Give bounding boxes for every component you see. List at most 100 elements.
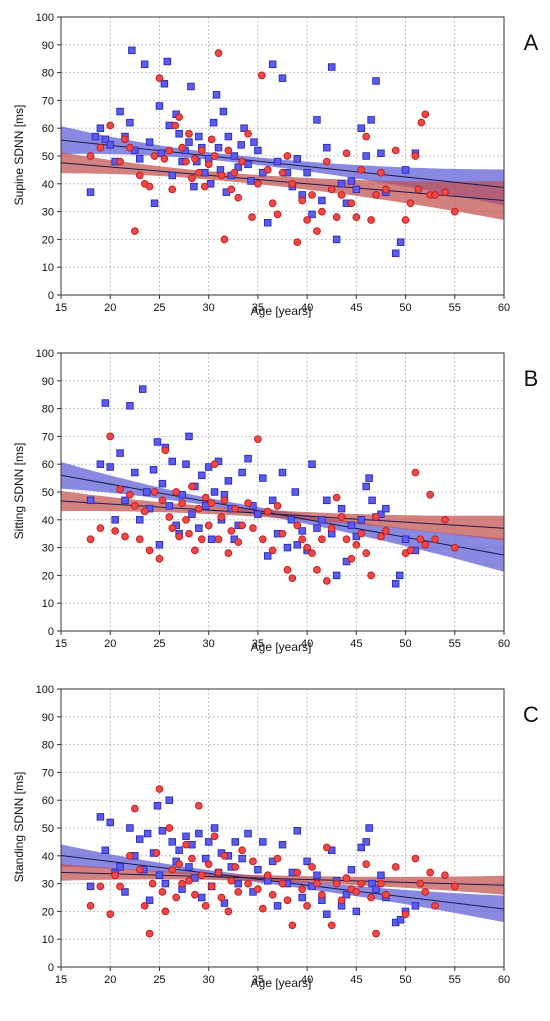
axes: 15 20 25 30 35 40 45 50 55 60 0 10 20 30 40 50 60 70 80 90 1… [36,348,510,650]
data-point-square [136,155,144,163]
data-point-square [303,857,311,866]
data-point-square [367,116,375,124]
data-point-circle [362,132,371,141]
y-tick-label: 10 [42,262,54,274]
data-point-square [254,865,262,874]
y-tick-label: 40 [42,851,54,863]
data-point-square [149,466,158,474]
data-point-circle [244,879,252,888]
data-point-circle [278,529,287,538]
data-point-square [283,543,292,552]
data-point-circle [217,171,226,180]
data-point-square [153,438,162,446]
data-point-circle [158,888,167,896]
data-point-square [230,152,239,160]
data-point-circle [220,496,229,505]
data-point-square [298,527,306,535]
x-tick-label: 60 [498,974,510,986]
data-point-square [318,196,326,205]
data-point-square [298,893,306,902]
data-point-circle [244,499,252,507]
data-point-circle [155,785,164,793]
data-point-square [247,177,255,185]
data-point-circle [367,893,375,902]
data-point-circle [126,490,134,499]
data-point-square [357,124,366,132]
data-point-circle [313,565,321,574]
y-tick-label: 70 [42,95,54,107]
data-point-square [219,107,228,116]
data-point-circle [347,554,356,563]
data-point-circle [406,546,415,555]
data-point-square [106,818,114,827]
data-point-square [126,824,134,832]
data-point-circle [140,507,149,516]
y-tick-label: 0 [48,962,54,974]
data-point-square [91,132,100,141]
data-point-square [86,188,95,196]
data-point-square [357,516,366,524]
data-point-square [244,454,252,463]
data-point-square [185,138,193,146]
data-point-square [357,843,366,852]
data-point-square [308,210,316,219]
data-point-square [136,516,144,524]
data-point-circle [116,882,124,891]
data-point-circle [217,893,226,902]
y-tick-label: 80 [42,740,54,752]
data-point-square [401,166,410,174]
data-point-circle [372,513,380,521]
data-point-circle [332,213,341,222]
data-point-square [254,146,262,155]
data-point-circle [227,527,236,535]
y-tick-label: 80 [42,404,54,416]
data-point-square [293,155,302,163]
data-point-circle [258,904,267,913]
data-point-circle [411,468,420,477]
regression-line-blue [60,474,505,556]
data-point-square [86,496,95,505]
data-point-circle [308,863,316,871]
data-point-square [365,474,373,482]
data-point-square [187,82,195,91]
data-point-square [287,516,296,524]
data-point-circle [150,488,159,496]
data-point-circle [168,865,177,874]
data-point-square [101,399,110,407]
data-point-circle [106,121,115,130]
data-point-circle [224,146,233,155]
y-tick-label: 10 [42,934,54,946]
data-point-circle [207,499,216,507]
data-point-circle [441,871,449,880]
x-tick-label: 15 [55,302,67,314]
data-point-square [372,885,380,893]
data-point-square [323,910,331,918]
data-point-square [116,449,124,457]
data-point-square [391,249,400,258]
data-point-circle [148,879,157,888]
data-point-square [237,141,245,149]
data-point-circle [231,504,240,513]
y-tick-label: 30 [42,879,54,891]
data-point-circle [168,524,177,532]
data-point-square [145,896,154,905]
data-point-circle [278,168,287,177]
data-point-square [165,502,174,510]
x-tick-label: 20 [104,638,116,650]
panel-label: C [523,702,539,727]
data-point-circle [188,854,196,863]
data-point-square [101,135,110,144]
data-point-circle [441,515,449,524]
x-tick-label: 25 [153,974,165,986]
data-point-square [273,157,282,166]
y-tick-label: 90 [42,712,54,724]
data-point-square [337,180,346,188]
data-point-square [278,468,287,477]
data-point-circle [377,532,385,541]
y-tick-label: 60 [42,123,54,135]
data-point-circle [293,238,302,247]
data-point-square [106,463,114,471]
data-point-circle [298,196,307,205]
data-point-square [347,521,356,530]
